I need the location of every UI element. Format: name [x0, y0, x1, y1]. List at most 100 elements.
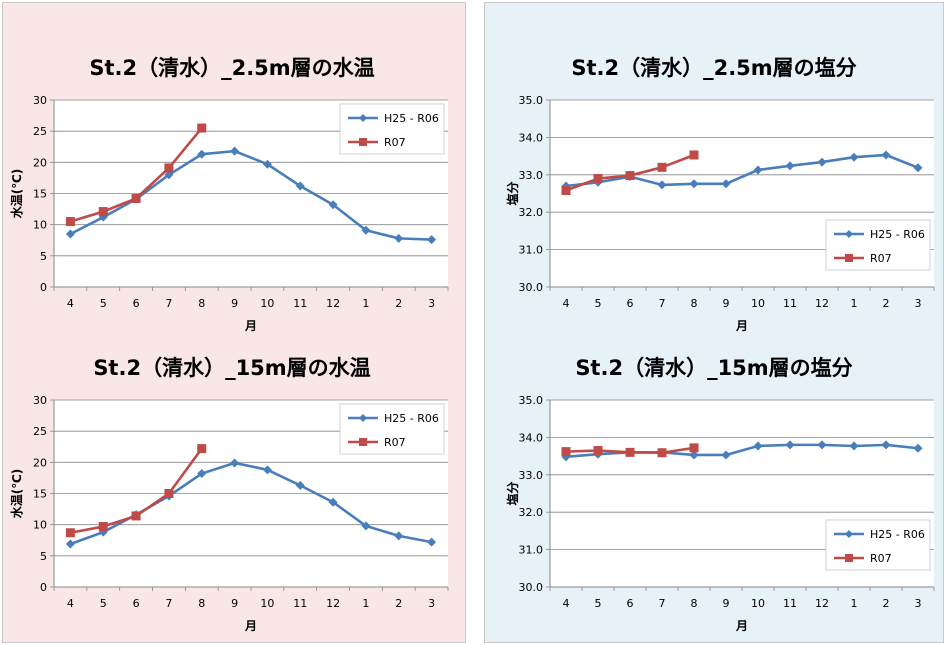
data-point-square — [164, 489, 174, 498]
data-point-diamond — [262, 465, 272, 475]
y-tick-label: 34.0 — [519, 431, 544, 444]
x-tick-label: 11 — [783, 597, 797, 610]
x-tick-label: 1 — [851, 597, 858, 610]
x-tick-label: 1 — [362, 297, 369, 310]
y-axis-label: 水温(℃) — [9, 469, 24, 519]
x-tick-label: 9 — [231, 597, 238, 610]
legend-label: H25 - R06 — [870, 528, 925, 541]
data-point-diamond — [785, 161, 795, 171]
data-point-square — [131, 193, 141, 203]
data-point-diamond — [657, 180, 667, 190]
y-tick-label: 30 — [33, 94, 47, 107]
legend-label: H25 - R06 — [384, 412, 439, 425]
y-tick-label: 35.0 — [519, 394, 544, 407]
data-point-diamond — [328, 200, 338, 210]
data-point-diamond — [361, 521, 371, 531]
x-tick-label: 10 — [260, 297, 274, 310]
legend-label: R07 — [384, 436, 406, 449]
y-tick-label: 25 — [33, 425, 47, 438]
y-tick-label: 10 — [33, 219, 47, 232]
data-point-diamond — [230, 146, 240, 156]
data-point-diamond — [65, 539, 75, 549]
chart-title: St.2（清水）_15m層の塩分 — [575, 356, 852, 380]
x-tick-label: 12 — [326, 597, 340, 610]
x-tick-label: 12 — [326, 297, 340, 310]
data-point-diamond — [394, 531, 404, 541]
x-tick-label: 10 — [751, 297, 765, 310]
legend-swatch-marker — [359, 438, 367, 446]
series-line-h25-r06 — [565, 153, 919, 188]
x-tick-label: 9 — [723, 597, 730, 610]
data-point-square — [625, 171, 635, 181]
data-point-square — [625, 447, 635, 457]
x-tick-label: 2 — [395, 597, 402, 610]
y-tick-label: 30.0 — [519, 281, 544, 294]
data-point-square — [561, 186, 571, 196]
legend-swatch-marker — [845, 254, 853, 262]
x-tick-label: 1 — [362, 597, 369, 610]
legend-swatch-marker — [845, 530, 853, 538]
x-tick-label: 5 — [595, 597, 602, 610]
x-tick-label: 7 — [165, 297, 172, 310]
data-point-diamond — [881, 440, 891, 450]
data-point-diamond — [753, 441, 763, 451]
data-point-diamond — [197, 469, 207, 479]
data-point-diamond — [230, 458, 240, 468]
y-tick-label: 20 — [33, 456, 47, 469]
legend-swatch-marker — [359, 114, 367, 122]
x-axis-label: 月 — [735, 619, 748, 633]
data-point-diamond — [427, 537, 437, 547]
y-tick-label: 31.0 — [519, 244, 544, 257]
data-point-diamond — [817, 440, 827, 450]
x-tick-label: 1 — [851, 297, 858, 310]
data-point-square — [561, 447, 571, 457]
data-point-diamond — [689, 450, 699, 460]
y-tick-label: 31.0 — [519, 544, 544, 557]
y-tick-label: 20 — [33, 156, 47, 169]
y-tick-label: 32.0 — [519, 206, 544, 219]
y-tick-label: 15 — [33, 188, 47, 201]
x-tick-label: 4 — [563, 297, 570, 310]
data-point-diamond — [164, 170, 174, 180]
x-tick-label: 6 — [627, 597, 634, 610]
x-tick-label: 11 — [783, 297, 797, 310]
y-tick-label: 32.0 — [519, 506, 544, 519]
data-point-diamond — [753, 165, 763, 175]
x-tick-label: 5 — [100, 297, 107, 310]
data-point-diamond — [689, 179, 699, 189]
data-point-square — [689, 443, 699, 453]
data-point-square — [65, 528, 75, 538]
x-tick-label: 6 — [627, 297, 634, 310]
y-tick-label: 33.0 — [519, 169, 544, 182]
y-tick-label: 15 — [33, 488, 47, 501]
data-point-diamond — [849, 152, 859, 162]
data-point-diamond — [65, 229, 75, 239]
x-tick-label: 8 — [198, 297, 205, 310]
data-point-square — [65, 217, 75, 227]
data-point-diamond — [881, 150, 891, 160]
legend-box — [825, 219, 931, 271]
legend-swatch-marker — [845, 230, 853, 238]
data-point-diamond — [561, 452, 571, 462]
x-tick-label: 9 — [723, 297, 730, 310]
x-tick-label: 7 — [165, 597, 172, 610]
x-tick-label: 9 — [231, 297, 238, 310]
data-point-square — [197, 444, 207, 454]
data-point-square — [593, 445, 603, 455]
data-point-square — [164, 163, 174, 173]
x-tick-label: 12 — [815, 597, 829, 610]
legend-label: H25 - R06 — [384, 112, 439, 125]
data-point-diamond — [295, 480, 305, 490]
x-tick-label: 10 — [751, 597, 765, 610]
data-point-diamond — [913, 443, 923, 453]
data-point-square — [98, 522, 108, 532]
legend-swatch-marker — [359, 414, 367, 422]
data-point-diamond — [262, 159, 272, 169]
data-point-square — [689, 150, 699, 160]
chart-salinity-2-5m: St.2（清水）_2.5m層の塩分 30.0 31.0 32.0 33.0 34.0 35.… — [505, 56, 935, 333]
data-point-diamond — [295, 181, 305, 191]
data-point-diamond — [427, 235, 437, 245]
data-point-diamond — [817, 157, 827, 167]
y-tick-label: 5 — [40, 250, 47, 263]
y-tick-label: 5 — [40, 550, 47, 563]
